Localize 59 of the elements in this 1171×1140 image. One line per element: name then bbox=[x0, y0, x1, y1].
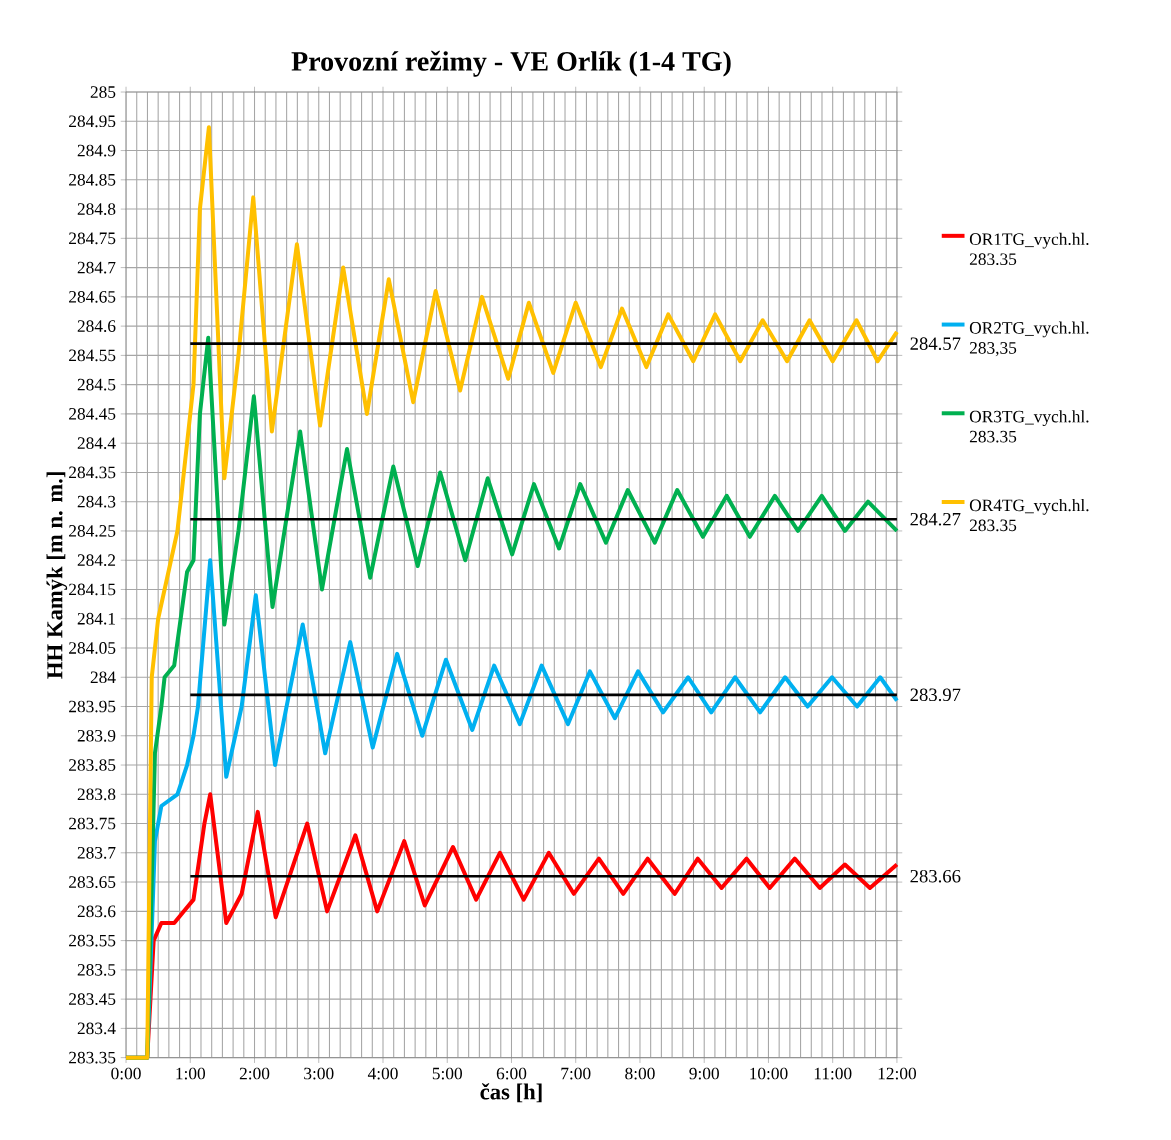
y-tick-label: 284.3 bbox=[77, 495, 116, 508]
legend-label: 284.27 bbox=[910, 512, 961, 526]
x-tick-label: 1:00 bbox=[176, 1067, 206, 1080]
legend-label: OR2TG_vych.hl. 283,35 bbox=[969, 321, 1089, 357]
y-tick-label: 284.85 bbox=[69, 173, 116, 186]
y-tick-label: 284.4 bbox=[77, 437, 116, 449]
legend-label: 284.57 bbox=[910, 337, 961, 350]
x-tick-label: 5:00 bbox=[432, 1067, 462, 1080]
x-tick-label: 11:00 bbox=[814, 1067, 852, 1080]
y-tick-label: 284.65 bbox=[69, 290, 116, 303]
y-tick-label: 284.9 bbox=[77, 144, 116, 157]
y-tick-label: 284.7 bbox=[77, 261, 116, 274]
y-tick-label: 283.75 bbox=[69, 817, 116, 830]
legend-label: 283.66 bbox=[910, 869, 961, 883]
y-tick-label: 284.2 bbox=[77, 554, 116, 566]
y-tick-label: 284.8 bbox=[77, 203, 116, 215]
y-axis-title: HH Kamýk [m n. m.] bbox=[46, 472, 68, 679]
y-tick-label: 284.45 bbox=[69, 407, 116, 420]
y-tick-label: 284.5 bbox=[77, 378, 116, 391]
y-tick-label: 283.85 bbox=[69, 759, 116, 771]
legend-label: OR3TG_vych.hl. 283.35 bbox=[969, 410, 1089, 443]
x-tick-label: 2:00 bbox=[239, 1067, 270, 1080]
y-tick-label: 284.05 bbox=[69, 641, 116, 654]
legend-label: OR1TG_vych.hl. 283.35 bbox=[969, 232, 1089, 265]
y-tick-label: 283.45 bbox=[69, 993, 116, 1005]
y-tick-label: 283.65 bbox=[69, 876, 116, 888]
y-tick-label: 283.6 bbox=[77, 905, 116, 918]
x-tick-label: 4:00 bbox=[367, 1067, 398, 1080]
line-series bbox=[124, 124, 899, 1060]
x-tick-label: 12:00 bbox=[878, 1067, 917, 1080]
y-tick-label: 283.8 bbox=[77, 788, 116, 801]
y-tick-label: 284.95 bbox=[69, 115, 116, 128]
y-tick-label: 284.1 bbox=[77, 612, 115, 625]
y-tick-label: 284.6 bbox=[77, 320, 116, 332]
y-tick-label: 285 bbox=[90, 86, 116, 98]
y-tick-label: 283.95 bbox=[69, 700, 116, 713]
x-tick-label: 9:00 bbox=[689, 1067, 719, 1080]
y-tick-label: 284.75 bbox=[69, 232, 116, 245]
y-tick-label: 283.5 bbox=[77, 963, 116, 976]
y-tick-label: 283.4 bbox=[77, 1022, 116, 1035]
y-tick-label: 284.15 bbox=[69, 583, 116, 596]
x-tick-label: 7:00 bbox=[561, 1067, 591, 1080]
y-tick-label: 283.35 bbox=[69, 1051, 116, 1064]
x-tick-label: 8:00 bbox=[625, 1067, 655, 1080]
y-tick-label: 283.9 bbox=[77, 729, 116, 742]
legend-label: OR4TG_vych.hl. 283.35 bbox=[969, 498, 1089, 532]
y-tick-label: 284 bbox=[90, 671, 116, 683]
x-tick-label: 6:00 bbox=[496, 1067, 527, 1080]
y-tick-label: 284.55 bbox=[69, 349, 116, 362]
x-tick-label: 0:00 bbox=[111, 1067, 141, 1080]
y-tick-label: 283.55 bbox=[69, 934, 116, 947]
legend-label: 283.97 bbox=[910, 688, 961, 702]
x-tick-label: 10:00 bbox=[750, 1067, 788, 1080]
x-tick-label: 3:00 bbox=[304, 1067, 334, 1080]
y-tick-label: 284.35 bbox=[69, 466, 116, 479]
y-tick-label: 283.7 bbox=[77, 846, 116, 859]
x-axis-title: čas [h] bbox=[480, 1083, 542, 1103]
y-tick-label: 284.25 bbox=[69, 524, 116, 537]
chart-title: Provozní režimy - VE Orlík (1-4 TG) bbox=[291, 50, 731, 77]
